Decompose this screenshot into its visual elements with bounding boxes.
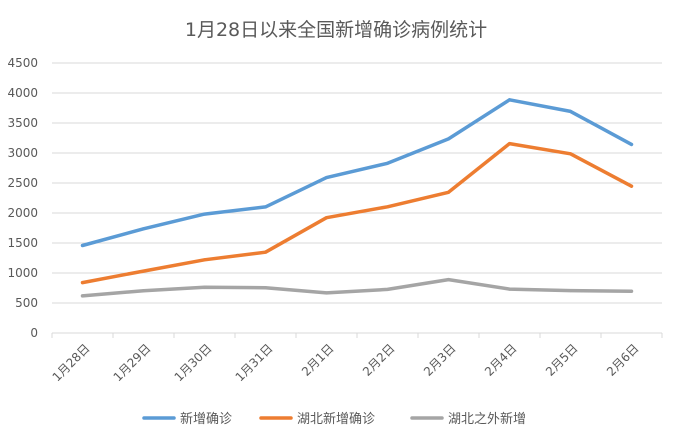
data-point bbox=[569, 152, 572, 156]
data-point bbox=[630, 142, 633, 146]
data-point bbox=[81, 281, 84, 285]
legend: 新增确诊 湖北新增确诊 湖北之外新增 bbox=[142, 411, 526, 427]
y-tick-label: 1500 bbox=[7, 236, 38, 250]
series-lines bbox=[80, 98, 634, 298]
y-tick-label: 3000 bbox=[7, 146, 38, 160]
x-tick-label: 2月4日 bbox=[482, 341, 520, 379]
data-point bbox=[203, 285, 206, 289]
x-tick-label: 1月28日 bbox=[50, 341, 93, 384]
data-point bbox=[325, 216, 328, 220]
x-tick-label: 1月31日 bbox=[233, 341, 276, 384]
y-tick-label: 0 bbox=[30, 326, 38, 340]
axes bbox=[51, 332, 663, 338]
y-tick-label: 4500 bbox=[7, 56, 38, 70]
data-point bbox=[325, 291, 328, 295]
data-point bbox=[508, 98, 511, 102]
data-point bbox=[630, 184, 633, 188]
data-point bbox=[203, 258, 206, 262]
data-point bbox=[630, 289, 633, 293]
x-tick-label: 2月3日 bbox=[421, 341, 459, 379]
x-tick-label: 2月2日 bbox=[360, 341, 398, 379]
data-point bbox=[386, 205, 389, 209]
series-line-2 bbox=[80, 277, 634, 298]
data-point bbox=[142, 289, 145, 293]
y-tick-label: 1000 bbox=[7, 266, 38, 280]
data-point bbox=[142, 269, 145, 273]
legend-label: 新增确诊 bbox=[180, 411, 232, 427]
data-point bbox=[508, 287, 511, 291]
x-tick-label: 2月1日 bbox=[299, 341, 337, 379]
y-tick-label: 4000 bbox=[7, 86, 38, 100]
series-line-0 bbox=[80, 98, 634, 248]
data-point bbox=[264, 205, 267, 209]
data-point bbox=[508, 142, 511, 146]
y-axis-tick-labels: 0 500 1000 1500 2000 2500 3000 3500 4000 4500 bbox=[7, 56, 38, 340]
series-line-1 bbox=[80, 141, 634, 285]
data-point bbox=[569, 109, 572, 113]
data-point bbox=[386, 287, 389, 291]
data-point bbox=[81, 294, 84, 298]
data-point bbox=[203, 212, 206, 216]
data-point bbox=[325, 176, 328, 180]
x-axis-tick-labels: 1月28日 1月29日 1月30日 1月31日 2月1日 2月2日 2月3日 2月4日 2月5日… bbox=[50, 341, 642, 384]
x-tick-label: 2月5日 bbox=[543, 341, 581, 379]
data-point bbox=[264, 286, 267, 290]
data-point bbox=[447, 137, 450, 141]
gridlines bbox=[52, 62, 662, 304]
y-tick-label: 3500 bbox=[7, 116, 38, 130]
x-tick-label: 1月29日 bbox=[111, 341, 154, 384]
data-point bbox=[264, 250, 267, 254]
data-point bbox=[142, 227, 145, 231]
y-tick-label: 2000 bbox=[7, 206, 38, 220]
data-point bbox=[447, 190, 450, 194]
data-point bbox=[569, 289, 572, 293]
legend-label: 湖北之外新增 bbox=[448, 411, 526, 427]
legend-label: 湖北新增确诊 bbox=[297, 411, 375, 427]
chart-title: 1月28日以来全国新增确诊病例统计 bbox=[185, 19, 487, 41]
x-tick-label: 1月30日 bbox=[172, 341, 215, 384]
y-tick-label: 500 bbox=[15, 296, 38, 310]
data-point bbox=[81, 243, 84, 247]
data-point bbox=[447, 278, 450, 282]
data-point bbox=[386, 161, 389, 165]
x-tick-label: 2月6日 bbox=[604, 341, 642, 379]
y-tick-label: 2500 bbox=[7, 176, 38, 190]
